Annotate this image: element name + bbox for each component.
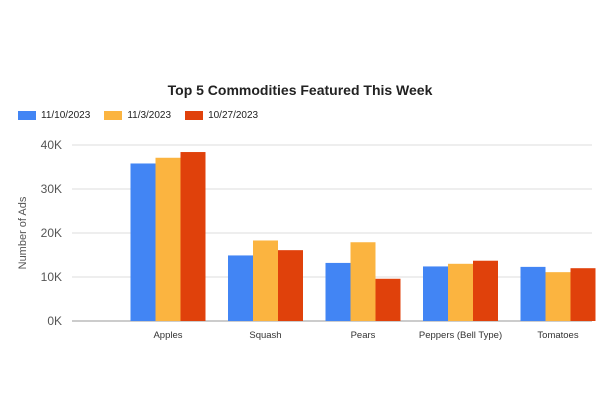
bar xyxy=(325,262,351,321)
y-tick-label: 40K xyxy=(41,138,62,152)
x-tick-label: Squash xyxy=(249,330,281,341)
bar xyxy=(155,157,181,321)
bar xyxy=(278,250,303,321)
legend-item-series-1: 11/10/2023 xyxy=(18,110,90,121)
legend-swatch-series-3 xyxy=(185,111,204,120)
bar xyxy=(423,266,448,321)
legend-swatch-series-1 xyxy=(18,111,36,120)
bar xyxy=(228,255,253,321)
bar xyxy=(130,163,156,321)
bar xyxy=(253,240,278,321)
bar xyxy=(448,263,473,321)
bar xyxy=(350,242,376,321)
y-tick-label: 30K xyxy=(41,182,62,196)
legend-label-series-3: 10/27/2023 xyxy=(208,110,259,121)
legend-label-series-2: 11/3/2023 xyxy=(127,110,172,121)
bar xyxy=(545,272,571,321)
bar xyxy=(473,260,498,321)
chart-title: Top 5 Commodities Featured This Week xyxy=(167,82,433,98)
y-tick-label: 10K xyxy=(41,270,62,284)
y-tick-label: 0K xyxy=(47,314,62,328)
x-tick-label: Pears xyxy=(351,330,376,341)
bar xyxy=(570,268,596,321)
legend-item-series-2: 11/3/2023 xyxy=(104,110,171,121)
bar xyxy=(520,266,546,321)
legend: 11/10/2023 11/3/2023 10/27/2023 xyxy=(18,110,272,121)
x-tick-label: Peppers (Bell Type) xyxy=(419,330,502,341)
y-tick-label: 20K xyxy=(41,226,62,240)
bar xyxy=(375,278,401,321)
y-axis-label: Number of Ads xyxy=(17,196,29,269)
bar xyxy=(180,152,206,321)
legend-swatch-series-2 xyxy=(104,111,123,120)
x-tick-label: Tomatoes xyxy=(537,330,578,341)
x-tick-label: Apples xyxy=(153,330,182,341)
legend-item-series-3: 10/27/2023 xyxy=(185,110,258,121)
legend-label-series-1: 11/10/2023 xyxy=(41,110,91,121)
